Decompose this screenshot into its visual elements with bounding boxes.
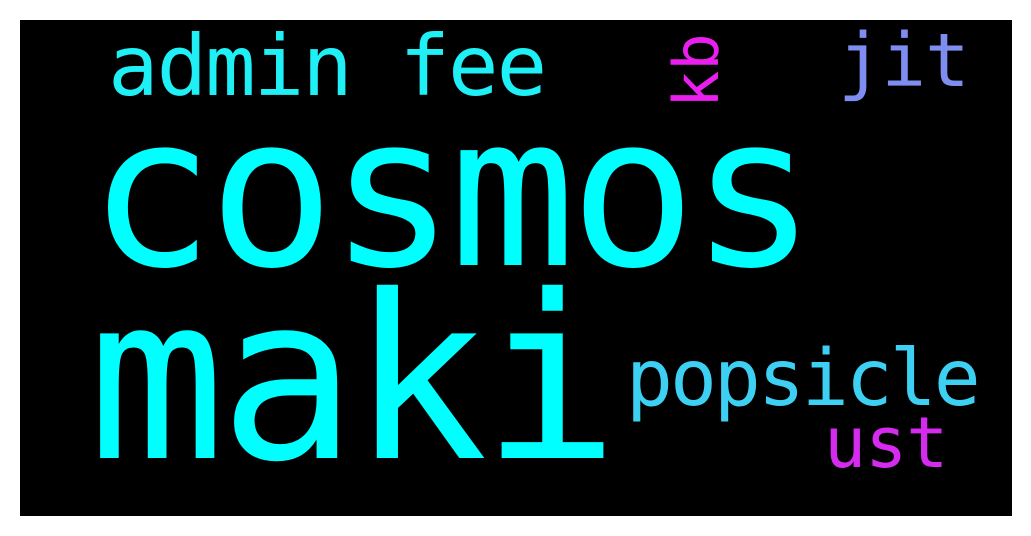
word-maki: maki bbox=[88, 246, 619, 512]
word-popsicle: popsicle bbox=[626, 334, 981, 424]
word-ust: ust bbox=[824, 402, 948, 484]
word-jit: jit bbox=[838, 20, 970, 104]
word-cosmos: cosmos bbox=[88, 70, 817, 315]
word-admin-fee: admin fee bbox=[108, 20, 547, 115]
word-cloud-canvas: admin fee jit kb cosmos maki popsicle us… bbox=[20, 20, 1012, 516]
